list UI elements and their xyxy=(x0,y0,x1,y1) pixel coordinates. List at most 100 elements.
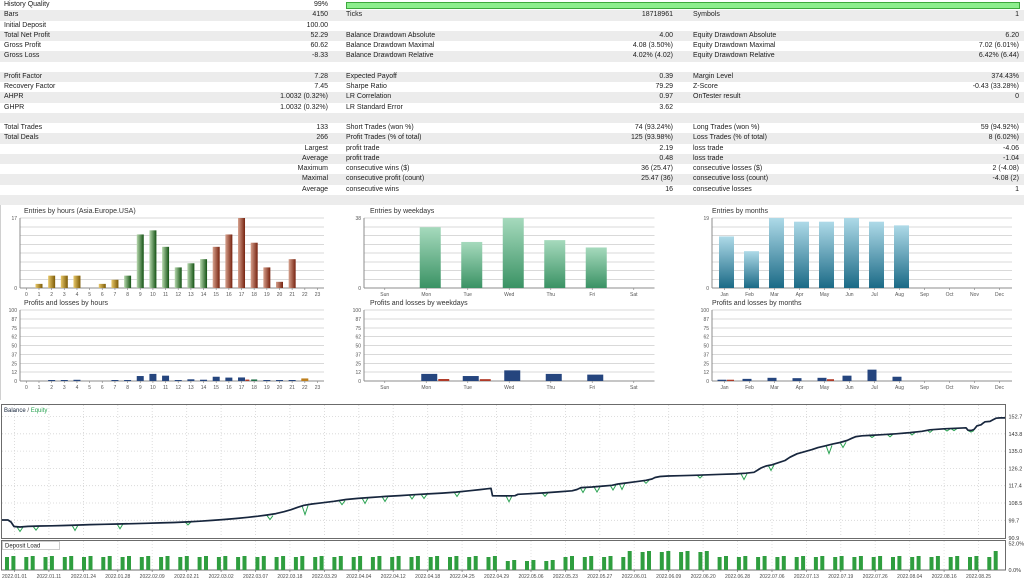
svg-text:Jun: Jun xyxy=(845,292,853,298)
svg-text:2022.04.04: 2022.04.04 xyxy=(346,574,371,580)
svg-text:23: 23 xyxy=(315,385,321,391)
svg-text:2022.01.01: 2022.01.01 xyxy=(2,574,27,580)
svg-text:Entries by weekdays: Entries by weekdays xyxy=(370,208,435,215)
svg-text:2022.03.18: 2022.03.18 xyxy=(277,574,302,580)
svg-text:0: 0 xyxy=(706,286,709,292)
svg-text:18: 18 xyxy=(251,385,257,391)
svg-text:5: 5 xyxy=(88,385,91,391)
svg-text:Sun: Sun xyxy=(380,385,389,391)
svg-text:Oct: Oct xyxy=(946,385,954,391)
svg-text:Aug: Aug xyxy=(895,385,904,391)
svg-text:2022.04.25: 2022.04.25 xyxy=(450,574,475,580)
svg-text:38: 38 xyxy=(355,216,361,222)
svg-text:62: 62 xyxy=(11,335,17,341)
svg-text:37: 37 xyxy=(703,352,709,358)
svg-text:50: 50 xyxy=(703,344,709,350)
svg-text:11: 11 xyxy=(163,292,168,298)
svg-text:37: 37 xyxy=(11,352,17,358)
svg-text:2022.03.02: 2022.03.02 xyxy=(209,574,234,580)
svg-text:Dec: Dec xyxy=(995,292,1004,298)
svg-text:22: 22 xyxy=(302,292,308,298)
svg-text:13: 13 xyxy=(188,385,194,391)
svg-text:Jan: Jan xyxy=(720,292,728,298)
svg-text:Wed: Wed xyxy=(504,292,514,298)
svg-text:2022.06.20: 2022.06.20 xyxy=(691,574,716,580)
svg-text:12: 12 xyxy=(355,370,361,376)
svg-text:99.7: 99.7 xyxy=(1009,518,1020,524)
svg-text:87: 87 xyxy=(11,317,17,323)
svg-text:2022.05.27: 2022.05.27 xyxy=(587,574,612,580)
svg-text:7: 7 xyxy=(114,385,117,391)
svg-text:Sat: Sat xyxy=(630,385,638,391)
svg-text:143.8: 143.8 xyxy=(1009,432,1023,438)
svg-text:37: 37 xyxy=(355,352,361,358)
svg-text:25: 25 xyxy=(11,361,17,367)
svg-text:100: 100 xyxy=(9,308,18,314)
svg-text:10: 10 xyxy=(150,292,156,298)
svg-text:20: 20 xyxy=(277,292,283,298)
svg-text:9: 9 xyxy=(139,292,142,298)
svg-text:Sep: Sep xyxy=(920,292,929,298)
svg-text:126.2: 126.2 xyxy=(1009,466,1023,472)
svg-text:62: 62 xyxy=(703,335,709,341)
svg-text:Sat: Sat xyxy=(630,292,638,298)
svg-text:2022.04.18: 2022.04.18 xyxy=(415,574,440,580)
svg-text:16: 16 xyxy=(226,292,232,298)
svg-text:0: 0 xyxy=(14,379,17,385)
svg-text:Dec: Dec xyxy=(995,385,1004,391)
svg-text:2022.02.09: 2022.02.09 xyxy=(140,574,165,580)
svg-text:2022.07.26: 2022.07.26 xyxy=(863,574,888,580)
svg-text:18: 18 xyxy=(251,292,257,298)
svg-text:108.5: 108.5 xyxy=(1009,501,1023,507)
svg-text:4: 4 xyxy=(76,292,79,298)
svg-text:17: 17 xyxy=(239,292,245,298)
svg-text:Apr: Apr xyxy=(796,292,804,298)
svg-text:Sun: Sun xyxy=(380,292,389,298)
svg-text:Profits and losses by months: Profits and losses by months xyxy=(712,300,802,307)
svg-text:25: 25 xyxy=(355,361,361,367)
svg-text:Tue: Tue xyxy=(464,385,473,391)
svg-text:Jan: Jan xyxy=(720,385,728,391)
svg-text:3: 3 xyxy=(63,385,66,391)
svg-text:6: 6 xyxy=(101,292,104,298)
svg-text:15: 15 xyxy=(213,292,219,298)
svg-text:2022.06.28: 2022.06.28 xyxy=(725,574,750,580)
svg-text:12: 12 xyxy=(175,292,181,298)
svg-text:8: 8 xyxy=(126,292,129,298)
svg-text:Mar: Mar xyxy=(770,385,779,391)
svg-text:2022.01.24: 2022.01.24 xyxy=(71,574,96,580)
svg-text:Nov: Nov xyxy=(970,385,979,391)
svg-text:19: 19 xyxy=(264,292,270,298)
svg-text:Balance / Equity: Balance / Equity xyxy=(4,408,47,414)
svg-text:2022.04.29: 2022.04.29 xyxy=(484,574,509,580)
svg-text:7: 7 xyxy=(114,292,117,298)
svg-text:Thu: Thu xyxy=(546,385,555,391)
svg-text:Aug: Aug xyxy=(895,292,904,298)
svg-text:152.7: 152.7 xyxy=(1009,415,1023,421)
svg-text:May: May xyxy=(820,292,830,298)
svg-text:2022.06.01: 2022.06.01 xyxy=(622,574,647,580)
svg-text:17: 17 xyxy=(11,216,17,222)
svg-text:22: 22 xyxy=(302,385,308,391)
svg-text:Tue: Tue xyxy=(464,292,473,298)
svg-text:2022.08.04: 2022.08.04 xyxy=(897,574,922,580)
svg-text:Entries by hours (Asia.Europe.: Entries by hours (Asia.Europe.USA) xyxy=(24,208,136,215)
svg-text:Mon: Mon xyxy=(421,385,431,391)
svg-text:2022.06.09: 2022.06.09 xyxy=(656,574,681,580)
svg-text:Feb: Feb xyxy=(745,292,754,298)
svg-text:2022.01.11: 2022.01.11 xyxy=(37,574,62,580)
svg-text:15: 15 xyxy=(213,385,219,391)
svg-text:2022.05.23: 2022.05.23 xyxy=(553,574,578,580)
svg-text:14: 14 xyxy=(201,292,207,298)
svg-text:20: 20 xyxy=(277,385,283,391)
svg-text:Oct: Oct xyxy=(946,292,954,298)
svg-text:Thu: Thu xyxy=(546,292,555,298)
svg-text:90.9: 90.9 xyxy=(1009,536,1020,542)
svg-text:12: 12 xyxy=(11,370,17,376)
svg-text:52.0%: 52.0% xyxy=(1009,542,1024,548)
svg-text:10: 10 xyxy=(150,385,156,391)
svg-text:100: 100 xyxy=(701,308,710,314)
svg-text:16: 16 xyxy=(226,385,232,391)
svg-text:Fri: Fri xyxy=(589,292,595,298)
svg-text:75: 75 xyxy=(703,326,709,332)
